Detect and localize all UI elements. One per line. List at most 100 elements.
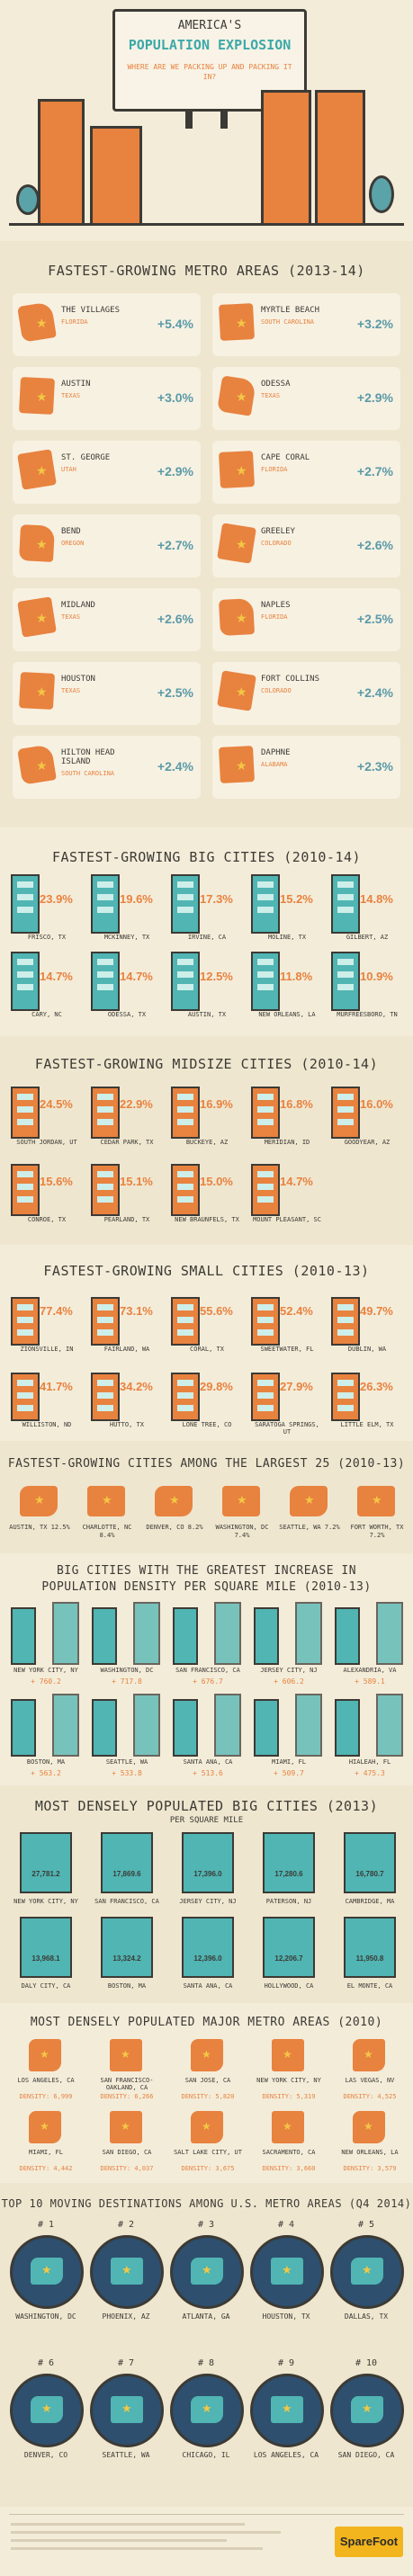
metro-density-tile: ★ NEW YORK CITY, NY DENSITY: 5,319 (250, 2039, 328, 2107)
moving-rank: # 3 (197, 2220, 215, 2230)
building-icon (11, 1699, 36, 1757)
window (97, 971, 113, 978)
year-tag (117, 1712, 121, 1728)
metro-density-name: LOS ANGELES, CA (17, 2077, 75, 2084)
state-map-icon (191, 2396, 223, 2423)
city-tile: 16.9% BUCKEYE, AZ (169, 1079, 245, 1153)
building-icon: 27,781.2 (20, 1832, 72, 1893)
metro-density-value: DENSITY: 3,579 (343, 2165, 397, 2172)
billboard-post (185, 109, 193, 129)
footer-line (11, 2539, 227, 2542)
moving-section: TOP 10 MOVING DESTINATIONS AMONG U.S. ME… (0, 2183, 413, 2507)
window (17, 881, 33, 888)
footer-line (11, 2531, 281, 2534)
building-icon (91, 1164, 120, 1216)
metro-pct: +2.9% (356, 390, 393, 405)
density-delta: + 509.7 (274, 1769, 304, 1777)
metro-card: ★ AUSTIN TEXAS +3.0% (13, 367, 201, 430)
building-icon (376, 1694, 403, 1757)
city-tile: 14.8% GILBERT, AZ (329, 874, 405, 948)
dense-city: NEW YORK CITY, NY (13, 1898, 78, 1905)
star-icon: ★ (121, 2048, 130, 2061)
metro-pct: +2.6% (157, 612, 193, 626)
moving-tile: # 3 ★ ATLANTA, GA (167, 2221, 245, 2354)
moving-city: SAN DIEGO, CA (337, 2451, 395, 2459)
dense-tile: 12,206.7 HOLLYWOOD, CA (250, 1917, 328, 1998)
city-name: MURFREESBORO, TN (337, 1011, 398, 1018)
city-name: NEW ORLEANS, LA (258, 1011, 316, 1018)
largest-city: ★ DENVER, CO 8.2% (142, 1482, 207, 1545)
city-name: MOUNT PLEASANT, SC (253, 1216, 321, 1223)
density-title-line2: POPULATION DENSITY PER SQUARE MILE (2010… (41, 1580, 372, 1594)
metro-density-value: DENSITY: 5,820 (181, 2093, 235, 2100)
building-icon (295, 1602, 322, 1665)
building-icon (171, 1373, 200, 1421)
density-delta: + 589.1 (355, 1677, 385, 1686)
dense-tile: 27,781.2 NEW YORK CITY, NY (7, 1832, 85, 1913)
state-map-icon (29, 2039, 61, 2071)
largest-city: ★ WASHINGTON, DC 7.4% (210, 1482, 274, 1545)
metro-name: DAPHNE (261, 748, 291, 757)
metro-density-name: LAS VEGAS, NV (345, 2077, 395, 2084)
metro-state: FLORIDA (261, 466, 288, 473)
state-map-icon (272, 2039, 304, 2071)
window (337, 959, 354, 965)
building-icon (11, 952, 40, 1011)
window (97, 1392, 113, 1399)
dense-tile: 13,324.2 BOSTON, MA (88, 1917, 166, 1998)
dense-city: CAMBRIDGE, MA (345, 1898, 395, 1905)
building-icon (11, 1297, 40, 1346)
star-icon: ★ (364, 2120, 373, 2133)
footer-line (11, 2547, 263, 2550)
billboard-post (220, 109, 228, 129)
star-icon: ★ (282, 2402, 292, 2415)
dense-tile: 12,396.0 SANTA ANA, CA (169, 1917, 247, 1998)
dense-subtitle: PER SQUARE MILE (169, 1816, 244, 1825)
window (337, 1119, 354, 1125)
metro-pct: +2.5% (356, 612, 393, 626)
metro-density-tile: ★ LOS ANGELES, CA DENSITY: 6,999 (7, 2039, 85, 2107)
building-icon (11, 1607, 36, 1665)
metro-card: ★ ODESSA TEXAS +2.9% (212, 367, 400, 430)
metro-density-tile: ★ SACRAMENTO, CA DENSITY: 3,660 (250, 2111, 328, 2179)
largest-city: ★ SEATTLE, WA 7.2% (277, 1482, 342, 1545)
largest-section: FASTEST-GROWING CITIES AMONG THE LARGEST… (0, 1441, 413, 1553)
metro-state: TEXAS (261, 392, 281, 399)
sparefoot-logo[interactable]: SpareFoot (335, 2527, 403, 2557)
city-pct: 17.3% (200, 892, 233, 906)
dense-value: 12,396.0 (193, 1954, 222, 1963)
window (177, 1119, 193, 1125)
dense-city: DALY CITY, CA (21, 1982, 71, 1990)
window (257, 984, 274, 990)
metro-name: CAPE CORAL (261, 453, 310, 462)
city-tile: 16.8% MERIDIAN, ID (249, 1079, 325, 1153)
window (17, 1329, 33, 1336)
moving-city: HOUSTON, TX (262, 2312, 310, 2321)
star-icon: ★ (41, 2402, 52, 2415)
header-title-line1: AMERICA'S (177, 19, 242, 32)
building-icon (331, 874, 360, 934)
metro-pct: +2.4% (356, 685, 393, 700)
star-icon: ★ (36, 316, 48, 330)
building (261, 90, 311, 226)
density-delta: + 760.2 (31, 1677, 61, 1686)
metro-name: HILTON HEAD ISLAND (61, 748, 115, 766)
window (97, 907, 113, 913)
density-city: MIAMI, FL (272, 1758, 306, 1766)
window (17, 1405, 33, 1411)
city-name: LONE TREE, CO (182, 1421, 232, 1428)
density-city: BOSTON, MA (26, 1758, 66, 1766)
city-pct: 41.7% (40, 1380, 73, 1393)
metro-card: ★ GREELEY COLORADO +2.6% (212, 514, 400, 577)
metro-state: OREGON (61, 540, 85, 547)
star-icon: ★ (102, 1493, 112, 1507)
moving-rank: # 10 (355, 2358, 378, 2368)
tree-icon (16, 184, 40, 215)
city-pct: 52.4% (280, 1304, 313, 1318)
window (17, 907, 33, 913)
window (97, 1119, 113, 1125)
window (17, 1380, 33, 1386)
density-tile: NEW YORK CITY, NY + 760.2 (7, 1602, 85, 1690)
star-icon: ★ (40, 2120, 49, 2133)
city-pct: 29.8% (200, 1380, 233, 1393)
